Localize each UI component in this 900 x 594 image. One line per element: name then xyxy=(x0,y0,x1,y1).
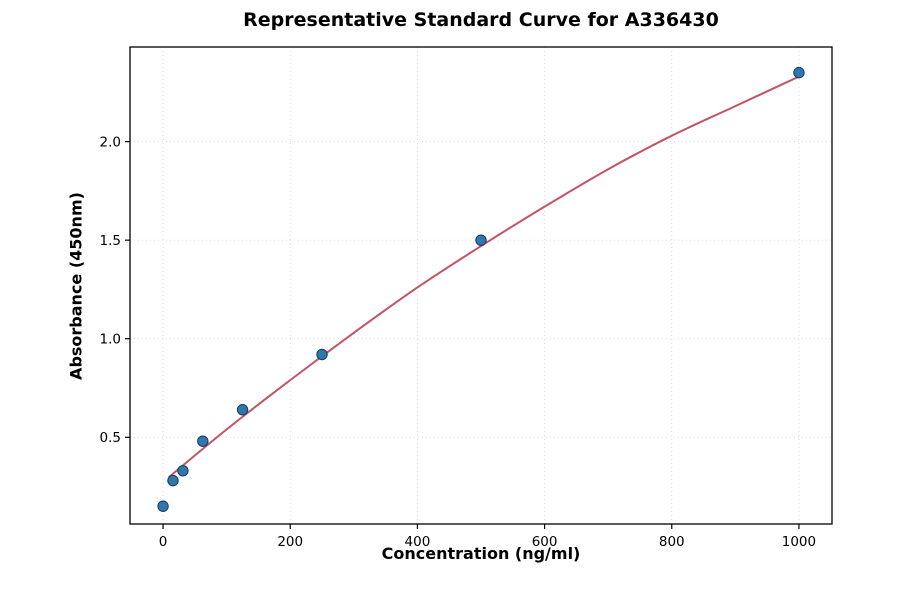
data-point xyxy=(236,403,249,416)
y-tick-label: 0.5 xyxy=(100,430,121,446)
x-tick-label: 0 xyxy=(159,534,168,550)
y-axis-label: Absorbance (450nm) xyxy=(66,192,86,380)
x-tick-label: 400 xyxy=(405,534,431,550)
data-point xyxy=(793,66,805,79)
x-tick-label: 600 xyxy=(532,534,558,550)
x-tick-label: 800 xyxy=(659,534,685,550)
fit-curve xyxy=(168,75,800,478)
x-tick-label: 200 xyxy=(277,534,303,550)
y-tick-label: 1.0 xyxy=(100,332,121,348)
y-tick-label: 1.5 xyxy=(100,233,121,249)
data-point xyxy=(167,474,179,487)
chart-title: Representative Standard Curve for A33643… xyxy=(243,9,719,31)
data-point xyxy=(157,500,169,512)
data-point xyxy=(316,348,328,361)
x-tick-label: 1000 xyxy=(782,534,816,550)
data-point xyxy=(475,234,487,246)
y-tick-label: 2.0 xyxy=(100,134,121,150)
data-point xyxy=(197,435,209,447)
data-point xyxy=(177,465,189,477)
x-axis-label: Concentration (ng/ml) xyxy=(381,544,581,563)
axes-box xyxy=(129,46,833,525)
